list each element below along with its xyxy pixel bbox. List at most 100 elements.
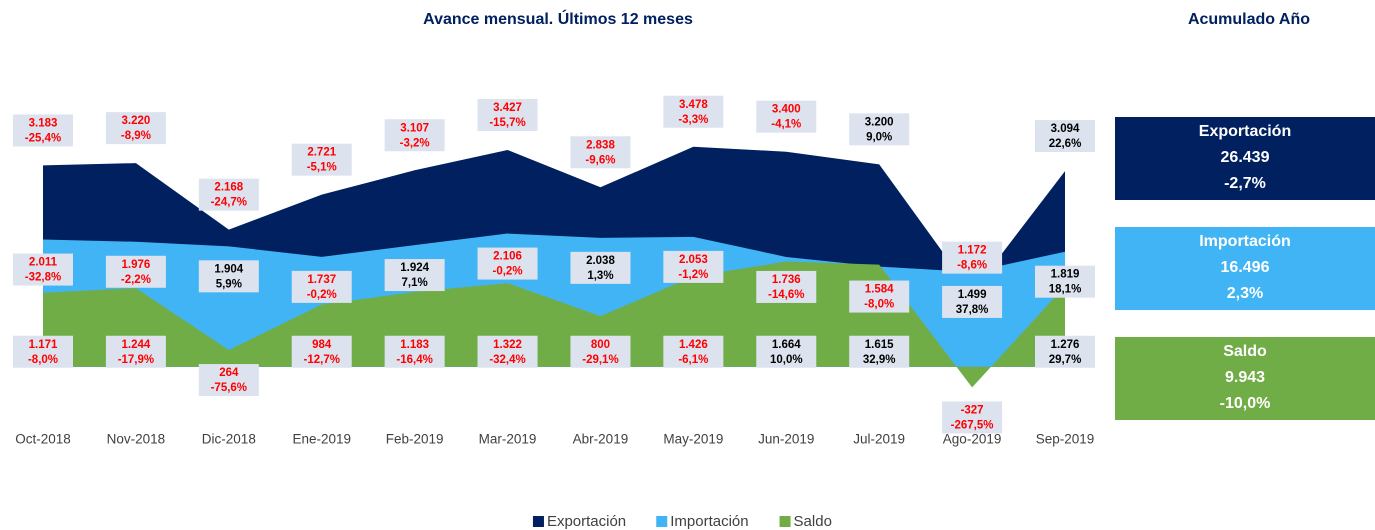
label-box [756,270,817,303]
label-box [1035,335,1095,368]
label-box [198,260,259,293]
data-label: 1.736 [772,274,801,286]
change-label: -9,6% [585,154,615,166]
data-label: 1.664 [772,339,801,351]
label-box [477,99,538,132]
x-tick-label: Jun-2019 [758,432,814,447]
change-label: -3,3% [678,114,708,126]
summary-box [1115,337,1375,420]
label-box [384,335,445,368]
change-label: -5,1% [307,162,337,174]
change-label: 1,3% [587,270,613,282]
data-label: 2.721 [307,147,336,159]
summary-name: Exportación [1199,123,1291,140]
change-label: -12,7% [304,354,340,366]
summary-change: -2,7% [1224,175,1266,192]
change-label: -4,1% [771,119,801,131]
summary-box [1115,117,1375,200]
change-label: -8,6% [957,260,987,272]
label-box [13,335,73,368]
change-label: -0,2% [493,266,523,278]
change-label: -8,9% [121,130,151,142]
summary-title: Acumulado Año [1188,11,1310,28]
label-box [105,255,166,288]
data-label: 1.976 [122,259,151,271]
change-label: -24,7% [211,197,247,209]
data-label: 2.106 [493,251,522,263]
data-label: 2.053 [679,254,708,266]
data-label: 1.244 [122,339,151,351]
label-box [570,251,631,284]
label-box [291,270,352,303]
legend-swatch [656,516,668,527]
label-box [291,335,352,368]
x-tick-label: Ene-2019 [292,432,351,447]
label-box [1035,120,1095,153]
summary-value: 26.439 [1221,149,1270,166]
change-label: -17,9% [118,354,154,366]
summary-name: Saldo [1223,343,1267,360]
summary-value: 16.496 [1221,259,1270,276]
data-label: 1.426 [679,339,708,351]
data-label: 2.168 [214,182,243,194]
data-label: 3.183 [29,117,58,129]
data-label: 3.107 [400,122,429,134]
data-label: -327 [961,404,984,416]
data-label: 2.011 [29,257,58,269]
label-box [849,113,910,146]
data-label: 2.838 [586,139,615,151]
change-label: -14,6% [768,289,804,301]
x-tick-label: Feb-2019 [386,432,444,447]
label-box [13,253,73,286]
legend-label: Saldo [794,513,832,530]
label-box [942,241,1003,274]
x-tick-label: Nov-2018 [107,432,166,447]
data-label: 1.172 [958,245,987,257]
data-label: 1.615 [865,339,894,351]
data-label: 264 [219,367,239,379]
data-label: 1.183 [400,339,429,351]
change-label: 29,7% [1049,354,1082,366]
label-box [849,280,910,313]
data-label: 3.400 [772,104,801,116]
data-label: 1.171 [29,339,58,351]
change-label: 10,0% [770,354,803,366]
label-box [570,136,631,169]
data-label: 2.038 [586,255,615,267]
x-tick-label: Oct-2018 [15,432,71,447]
summary-change: -10,0% [1220,395,1271,412]
label-box [105,112,166,145]
legend-label: Exportación [547,513,626,530]
data-label: 1.276 [1051,339,1080,351]
x-tick-label: Abr-2019 [573,432,629,447]
legend-swatch [532,516,544,527]
change-label: -8,0% [28,354,58,366]
data-label: 1.584 [865,284,894,296]
label-box [663,335,724,368]
data-label: 3.094 [1051,123,1080,135]
label-box [663,250,724,283]
change-label: 7,1% [402,277,428,289]
data-label: 3.427 [493,102,522,114]
data-label: 3.220 [122,115,151,127]
summary-name: Importación [1199,233,1291,250]
x-tick-label: Jul-2019 [853,432,905,447]
x-tick-label: Mar-2019 [479,432,537,447]
x-tick-label: Sep-2019 [1036,432,1095,447]
change-label: -32,8% [25,272,61,284]
chart-title: Avance mensual. Últimos 12 meses [423,9,693,28]
label-box [384,259,445,292]
summary-change: 2,3% [1227,285,1263,302]
change-label: -3,2% [400,137,430,149]
data-label: 1.904 [214,263,243,275]
change-label: -1,2% [678,269,708,281]
label-box [849,335,910,368]
label-box [756,335,817,368]
label-box [570,335,631,368]
x-tick-label: May-2019 [663,432,723,447]
label-box [198,178,259,211]
change-label: 5,9% [216,278,242,290]
legend-swatch [779,516,791,527]
change-label: -0,2% [307,289,337,301]
data-label: 1.819 [1051,269,1080,281]
